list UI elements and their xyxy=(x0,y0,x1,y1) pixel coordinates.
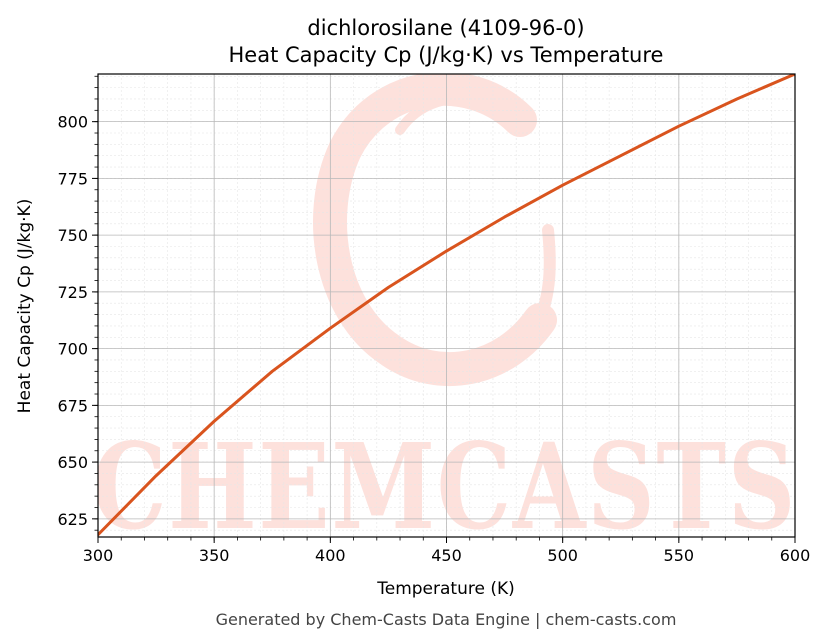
watermark-logo xyxy=(313,74,557,387)
x-tick-label: 500 xyxy=(547,546,578,565)
series-line xyxy=(98,74,795,537)
x-axis: 300 350 400 450 500 550 600 xyxy=(83,537,811,565)
x-tick-label: 600 xyxy=(780,546,811,565)
x-tick-label: 400 xyxy=(315,546,346,565)
x-tick-label: 350 xyxy=(199,546,230,565)
y-tick-label: 725 xyxy=(57,283,88,302)
x-tick-label: 300 xyxy=(83,546,114,565)
chart-subtitle: Heat Capacity Cp (J/kg·K) vs Temperature xyxy=(229,43,664,67)
footer-credit: Generated by Chem-Casts Data Engine | ch… xyxy=(216,610,677,629)
x-tick-label: 550 xyxy=(664,546,695,565)
series-layer xyxy=(98,74,795,537)
x-tick-label: 450 xyxy=(431,546,462,565)
y-tick-label: 675 xyxy=(57,396,88,415)
chart-title: dichlorosilane (4109-96-0) xyxy=(307,16,584,40)
y-tick-label: 625 xyxy=(57,510,88,529)
y-tick-label: 775 xyxy=(57,169,88,188)
y-axis-label: Heat Capacity Cp (J/kg·K) xyxy=(15,199,35,414)
y-tick-label: 650 xyxy=(57,453,88,472)
y-tick-label: 700 xyxy=(57,340,88,359)
y-axis: 625 650 675 700 725 750 775 800 xyxy=(57,75,98,531)
x-axis-label: Temperature (K) xyxy=(376,579,515,599)
y-tick-label: 750 xyxy=(57,226,88,245)
y-tick-label: 800 xyxy=(57,113,88,132)
